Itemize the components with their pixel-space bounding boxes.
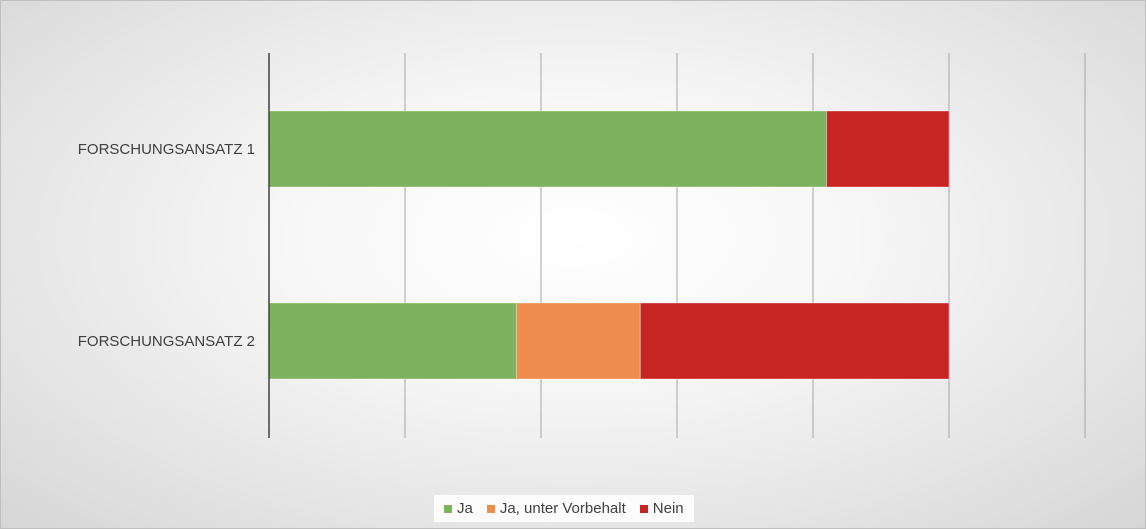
- bar-segment-ja-1: [268, 110, 828, 188]
- bar-segment-nein-1: [826, 110, 950, 188]
- category-labels: FORSCHUNGSANSATZ 1 FORSCHUNGSANSATZ 2: [78, 141, 255, 350]
- legend-swatch-ja-unter-vorbehalt: [486, 504, 495, 513]
- legend: Ja Ja, unter Vorbehalt Nein: [434, 495, 694, 522]
- legend-item-ja-unter-vorbehalt: Ja, unter Vorbehalt: [486, 500, 626, 517]
- bar-segment-ja-unter-vorbehalt-2: [516, 302, 641, 380]
- bar-segment-ja-2: [268, 302, 518, 380]
- legend-label-nein: Nein: [652, 500, 684, 517]
- legend-item-ja: Ja: [444, 500, 473, 517]
- category-label-1: FORSCHUNGSANSATZ 1: [78, 141, 255, 158]
- legend-label-ja: Ja: [457, 500, 473, 517]
- bar-segment-nein-2: [639, 302, 950, 380]
- legend-swatch-nein: [639, 504, 648, 513]
- legend-item-nein: Nein: [639, 500, 684, 517]
- bars: [268, 110, 950, 380]
- legend-swatch-ja: [444, 504, 452, 513]
- legend-label-ja-unter-vorbehalt: Ja, unter Vorbehalt: [499, 500, 626, 517]
- category-label-2: FORSCHUNGSANSATZ 2: [78, 333, 255, 350]
